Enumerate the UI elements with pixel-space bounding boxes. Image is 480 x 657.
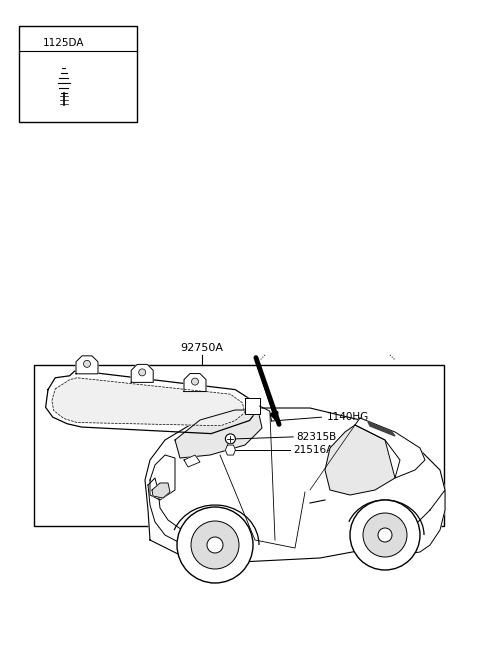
Polygon shape: [150, 455, 175, 500]
Polygon shape: [76, 356, 98, 374]
Polygon shape: [245, 398, 260, 414]
Bar: [19, 26, 137, 122]
Text: 82315B: 82315B: [296, 432, 336, 442]
Text: 1125DA: 1125DA: [43, 38, 84, 48]
Circle shape: [378, 528, 392, 542]
Circle shape: [363, 513, 407, 557]
Polygon shape: [325, 425, 400, 495]
Circle shape: [177, 507, 253, 583]
Circle shape: [226, 434, 235, 444]
Text: 21516A: 21516A: [293, 445, 333, 455]
Text: 1140HG: 1140HG: [326, 412, 369, 422]
Circle shape: [84, 360, 91, 367]
Circle shape: [191, 521, 239, 569]
Polygon shape: [152, 483, 170, 498]
Polygon shape: [226, 445, 235, 455]
Polygon shape: [355, 418, 425, 478]
Circle shape: [192, 378, 199, 385]
Circle shape: [207, 537, 223, 553]
Polygon shape: [52, 378, 245, 426]
Circle shape: [139, 369, 146, 376]
Polygon shape: [184, 455, 200, 467]
Circle shape: [350, 500, 420, 570]
Polygon shape: [131, 365, 153, 382]
Text: 92750A: 92750A: [180, 344, 223, 353]
Polygon shape: [184, 374, 206, 392]
Polygon shape: [46, 371, 257, 434]
Polygon shape: [175, 410, 262, 458]
Polygon shape: [145, 408, 445, 562]
Polygon shape: [368, 422, 395, 436]
Bar: [34, 365, 444, 526]
Polygon shape: [148, 478, 200, 548]
Polygon shape: [395, 490, 445, 555]
